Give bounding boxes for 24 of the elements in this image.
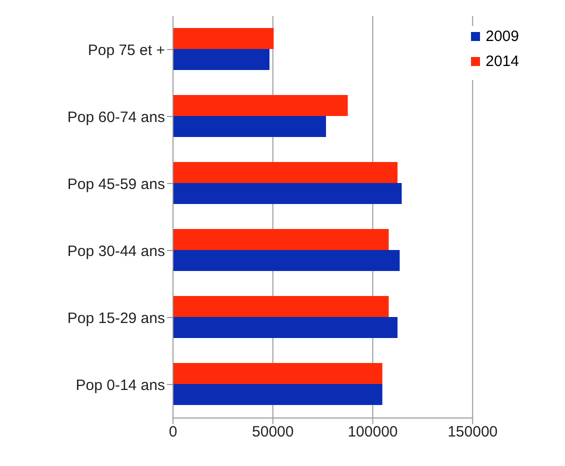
x-tick-label: 0 — [168, 424, 178, 441]
x-tick-label: 100000 — [348, 424, 398, 441]
y-tick-label: Pop 45-59 ans — [67, 176, 165, 193]
bar — [173, 296, 389, 318]
bar — [173, 95, 348, 116]
x-tick-label: 50000 — [252, 424, 294, 441]
bar — [173, 183, 402, 204]
bar — [173, 363, 382, 384]
y-tick-label: Pop 0-14 ans — [76, 376, 165, 394]
x-tick-label: 150000 — [448, 424, 498, 441]
legend-label: 2009 — [486, 28, 519, 45]
bar — [173, 49, 270, 70]
legend-label: 2014 — [486, 53, 519, 70]
bar — [173, 384, 382, 406]
y-tick-label: Pop 75 et + — [88, 42, 166, 59]
bar — [173, 317, 398, 338]
bar — [173, 116, 326, 138]
bar — [173, 28, 274, 50]
y-tick-label: Pop 60-74 ans — [67, 108, 165, 126]
bar — [173, 162, 398, 184]
bar — [173, 229, 389, 250]
bar — [173, 250, 400, 272]
y-tick-label: Pop 30-44 ans — [67, 242, 165, 260]
y-tick-label: Pop 15-29 ans — [67, 310, 165, 327]
